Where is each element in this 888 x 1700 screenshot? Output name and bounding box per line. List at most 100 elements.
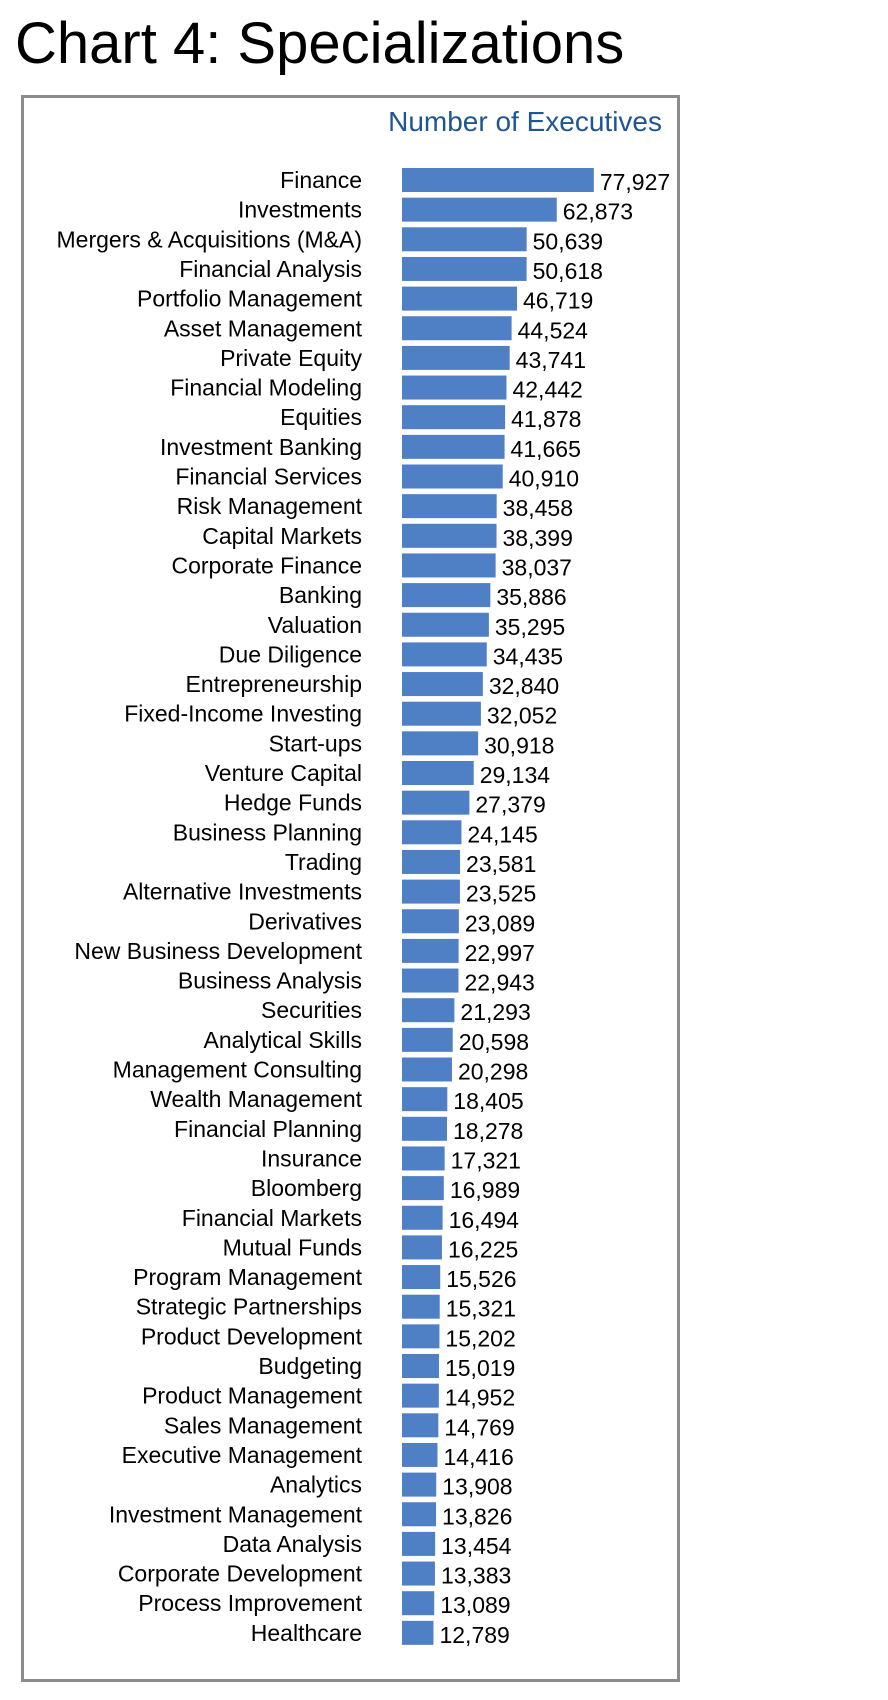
category-label: Investment Banking <box>160 434 362 460</box>
value-label: 41,665 <box>511 436 581 462</box>
bar <box>402 761 474 785</box>
value-label: 34,435 <box>493 643 563 669</box>
category-label: Management Consulting <box>113 1057 362 1083</box>
bar <box>402 1116 447 1141</box>
value-label: 50,639 <box>533 228 603 254</box>
value-label: 13,826 <box>442 1503 512 1529</box>
series-title: Number of Executives <box>388 106 662 137</box>
category-label: Insurance <box>261 1145 362 1171</box>
category-label: Securities <box>261 997 362 1023</box>
category-label: Analytics <box>270 1472 362 1498</box>
category-label: Analytical Skills <box>204 1027 363 1053</box>
bar <box>402 731 479 756</box>
category-label: Trading <box>285 849 362 875</box>
bar <box>402 227 527 252</box>
category-label: Equities <box>280 404 362 430</box>
bar <box>402 316 512 341</box>
value-label: 43,741 <box>516 347 586 373</box>
bar <box>402 1472 437 1497</box>
bar <box>402 405 506 430</box>
category-label: Financial Markets <box>182 1205 362 1231</box>
bar <box>402 1294 440 1319</box>
bar <box>402 938 459 963</box>
value-label: 16,225 <box>448 1236 518 1262</box>
value-label: 23,525 <box>466 881 536 907</box>
category-label: Data Analysis <box>223 1531 362 1557</box>
bar <box>402 464 503 489</box>
value-label: 13,383 <box>441 1563 511 1589</box>
bar <box>402 1531 436 1556</box>
category-label: Derivatives <box>248 908 362 934</box>
bar <box>402 523 497 548</box>
value-label: 14,416 <box>443 1444 513 1470</box>
bar <box>402 1235 442 1260</box>
value-label: 20,598 <box>459 1029 529 1055</box>
bar <box>402 1087 448 1112</box>
value-label: 32,052 <box>487 703 557 729</box>
bar <box>402 256 527 281</box>
bar <box>402 642 487 667</box>
category-label: Due Diligence <box>219 641 362 667</box>
value-label: 14,769 <box>444 1414 514 1440</box>
value-label: 13,089 <box>440 1592 510 1618</box>
category-label: Corporate Finance <box>172 552 363 578</box>
category-label: Risk Management <box>177 493 363 519</box>
bar <box>402 1383 439 1408</box>
bar <box>402 1324 440 1349</box>
category-label: Investment Management <box>109 1501 363 1527</box>
bar <box>402 672 483 697</box>
category-label: Financial Services <box>175 464 362 490</box>
category-label: Financial Modeling <box>170 375 362 401</box>
category-label: Strategic Partnerships <box>136 1294 362 1320</box>
bar <box>402 1561 435 1586</box>
category-label: Venture Capital <box>205 760 362 786</box>
bars-group: Finance 77,927 Investments 62,873 Mergers & … <box>57 167 671 1648</box>
category-label: Budgeting <box>258 1353 362 1379</box>
category-label: Financial Analysis <box>179 256 362 282</box>
value-label: 38,458 <box>503 495 573 521</box>
bar <box>402 168 594 192</box>
value-label: 18,405 <box>453 1088 523 1114</box>
value-label: 17,321 <box>451 1147 521 1173</box>
value-label: 23,581 <box>466 851 536 877</box>
value-label: 15,202 <box>445 1325 515 1351</box>
bar <box>402 1265 441 1290</box>
value-label: 50,618 <box>533 258 603 284</box>
bar <box>402 612 489 637</box>
value-label: 32,840 <box>489 673 559 699</box>
category-label: Asset Management <box>164 315 363 341</box>
bar <box>402 1502 437 1527</box>
bar <box>402 1176 444 1201</box>
value-label: 13,908 <box>442 1474 512 1500</box>
bar <box>402 1027 453 1052</box>
category-label: Product Management <box>142 1383 363 1409</box>
bar <box>402 434 505 459</box>
chart-frame <box>21 95 680 1682</box>
bar <box>402 1620 434 1645</box>
category-label: Capital Markets <box>202 523 362 549</box>
bar <box>402 553 496 578</box>
bar <box>402 998 455 1023</box>
category-label: Product Development <box>141 1323 363 1349</box>
category-label: Hedge Funds <box>224 790 362 816</box>
bar <box>402 197 557 222</box>
value-label: 21,293 <box>460 999 530 1025</box>
bar <box>402 375 507 400</box>
bar <box>402 583 491 608</box>
value-label: 24,145 <box>467 821 537 847</box>
value-label: 38,037 <box>502 554 572 580</box>
bar <box>402 701 481 726</box>
category-label: Corporate Development <box>118 1561 363 1587</box>
category-label: Private Equity <box>220 345 362 371</box>
category-label: Wealth Management <box>150 1086 362 1112</box>
category-label: Financial Planning <box>174 1116 362 1142</box>
category-label: Portfolio Management <box>137 286 363 312</box>
value-label: 22,997 <box>465 940 535 966</box>
bar <box>402 1354 439 1378</box>
value-label: 15,019 <box>445 1355 515 1381</box>
value-label: 18,278 <box>453 1118 523 1144</box>
bar <box>402 1205 443 1230</box>
category-label: New Business Development <box>74 938 362 964</box>
category-label: Finance <box>280 167 362 193</box>
